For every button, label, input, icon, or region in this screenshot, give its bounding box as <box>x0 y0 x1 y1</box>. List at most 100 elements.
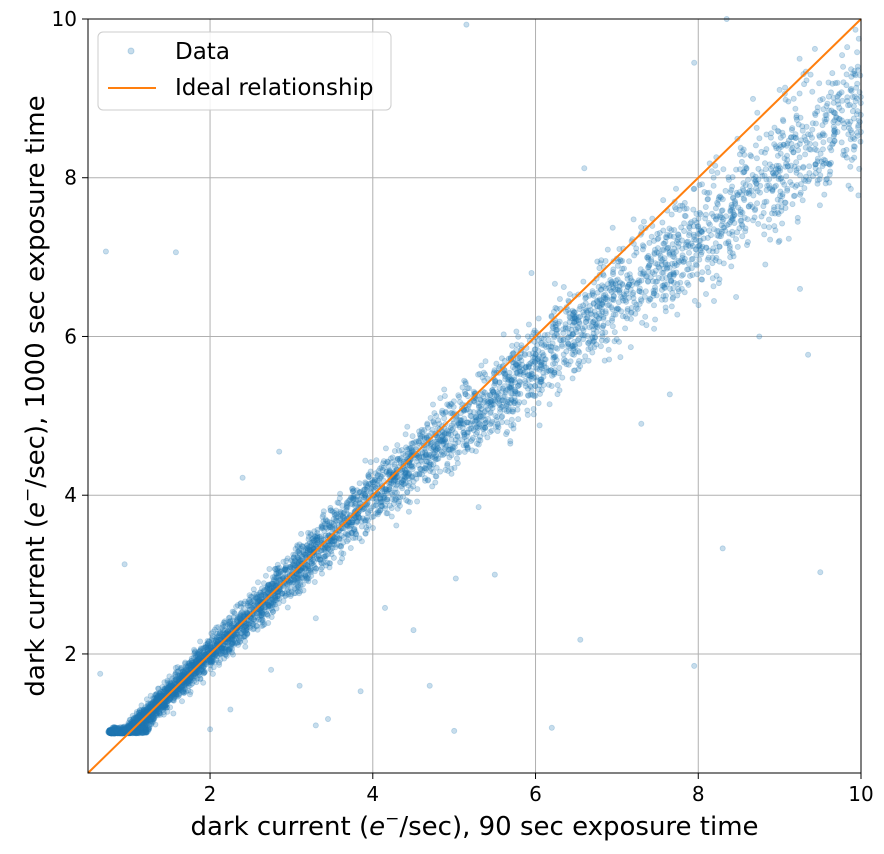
data-point <box>197 638 204 645</box>
data-point <box>767 236 774 243</box>
data-point <box>464 393 471 400</box>
data-point <box>526 351 533 358</box>
data-point <box>610 269 617 276</box>
data-point <box>566 318 573 325</box>
data-point <box>135 725 142 732</box>
data-point <box>111 728 118 735</box>
data-point <box>734 243 741 250</box>
data-point <box>702 211 709 218</box>
data-point <box>201 650 208 657</box>
data-point <box>610 284 617 291</box>
data-point <box>585 357 592 364</box>
data-point <box>225 646 232 653</box>
data-point <box>575 325 582 332</box>
data-point <box>112 730 119 737</box>
data-point <box>671 204 678 211</box>
data-point <box>704 189 711 196</box>
data-point <box>834 79 841 86</box>
data-point <box>120 729 127 736</box>
data-point <box>289 562 296 569</box>
data-point <box>784 140 791 147</box>
data-point <box>156 690 163 697</box>
data-point <box>362 457 369 464</box>
data-point <box>298 530 305 537</box>
data-point <box>441 386 448 393</box>
data-point <box>708 168 715 175</box>
data-point <box>433 412 440 419</box>
data-point <box>338 542 345 549</box>
data-point <box>677 279 684 286</box>
data-point <box>478 362 485 369</box>
data-point <box>643 322 650 329</box>
data-point <box>806 170 813 177</box>
data-point <box>179 668 186 675</box>
data-point <box>814 104 821 111</box>
data-point <box>822 180 829 187</box>
data-point <box>143 706 150 713</box>
data-point <box>455 392 462 399</box>
data-point <box>807 146 814 153</box>
data-point <box>812 170 819 177</box>
data-point <box>608 304 615 311</box>
data-point <box>404 469 411 476</box>
data-point <box>685 281 692 288</box>
data-point <box>118 729 125 736</box>
data-point <box>609 323 616 330</box>
data-point <box>700 235 707 242</box>
data-point <box>705 195 712 202</box>
data-point <box>569 375 576 382</box>
data-point <box>673 238 680 245</box>
data-point <box>469 447 476 454</box>
data-point <box>645 256 652 263</box>
data-point <box>246 603 253 610</box>
data-point <box>673 185 680 192</box>
data-point <box>662 238 669 245</box>
data-point <box>718 222 725 229</box>
data-point <box>521 399 528 406</box>
data-point <box>109 727 116 734</box>
data-point <box>486 392 493 399</box>
data-point <box>714 169 721 176</box>
data-point <box>662 308 669 315</box>
data-point <box>370 513 377 520</box>
data-point <box>794 214 801 221</box>
data-point <box>419 449 426 456</box>
data-point <box>213 650 220 657</box>
data-point <box>728 263 735 270</box>
data-point <box>599 333 606 340</box>
data-point <box>152 698 159 705</box>
data-point <box>266 585 273 592</box>
data-point <box>525 321 532 328</box>
data-point <box>439 407 446 414</box>
data-point <box>845 102 852 109</box>
data-point <box>739 185 746 192</box>
data-point <box>479 391 486 398</box>
data-point <box>636 285 643 292</box>
data-point <box>839 97 846 104</box>
data-point <box>254 593 261 600</box>
data-point <box>740 146 747 153</box>
data-point <box>639 246 646 253</box>
data-point <box>829 70 836 77</box>
data-point <box>530 405 537 412</box>
data-point <box>753 155 760 162</box>
data-point <box>402 480 409 487</box>
data-point <box>822 112 829 119</box>
data-point <box>107 728 114 735</box>
data-point <box>431 455 438 462</box>
data-point <box>464 429 471 436</box>
data-point <box>553 305 560 312</box>
data-point <box>113 727 120 734</box>
data-point <box>593 328 600 335</box>
data-point <box>794 142 801 149</box>
data-point <box>422 454 429 461</box>
data-point <box>111 727 118 734</box>
data-point <box>836 104 843 111</box>
data-point <box>684 279 691 286</box>
data-point <box>109 727 116 734</box>
data-point <box>340 550 347 557</box>
data-point <box>774 127 781 134</box>
data-point <box>840 63 847 70</box>
data-point <box>515 333 522 340</box>
data-point <box>679 245 686 252</box>
